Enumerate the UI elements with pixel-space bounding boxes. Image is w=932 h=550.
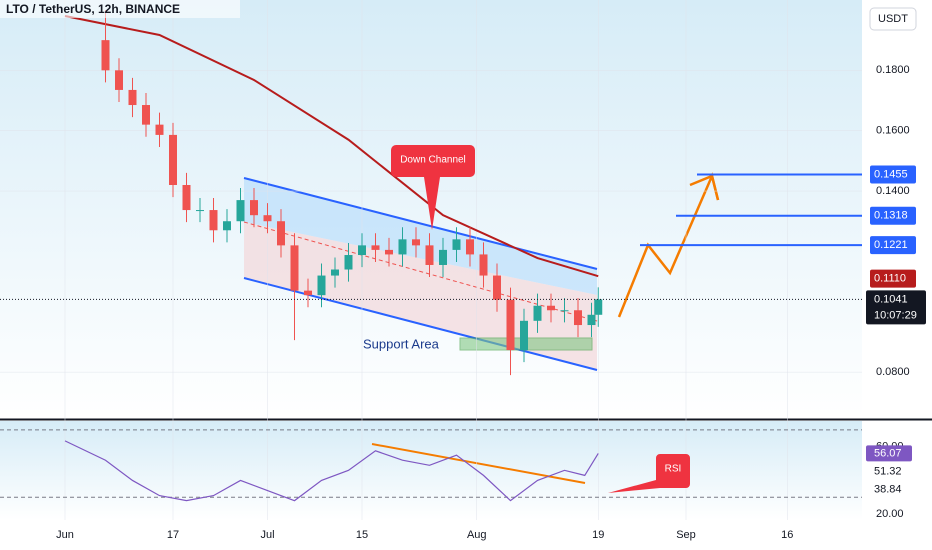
candle-body [142,105,150,125]
candle-body [196,210,204,212]
candle-body [263,215,272,222]
candle-body [236,200,245,222]
y-tick-label: 0.0800 [876,366,910,378]
y-tick-label: 0.1600 [876,125,910,137]
rsi-value-label: 38.84 [874,483,902,495]
x-tick-label: Sep [676,529,696,541]
support-label: Support Area [363,336,440,351]
candle-body [101,40,110,71]
ma-label: 0.1110 [874,272,906,284]
candle-body [209,210,218,231]
moving-average [64,15,599,278]
callout [391,145,475,230]
rsi-line [64,440,599,502]
candle-body [493,275,501,300]
x-tick-label: Jul [260,529,274,541]
candle-body [304,290,312,296]
candle-body [182,185,191,211]
rsi-value-label: 51.32 [874,465,902,477]
candle-body [547,305,555,311]
level-label: 0.1455 [874,168,908,180]
level-tag [870,165,916,184]
candle-body [439,249,447,265]
x-tick-label: 15 [356,529,368,541]
rsi-pane [0,421,862,520]
currency-button[interactable] [869,7,917,31]
candle-body [169,134,177,186]
x-tick-label: 16 [781,529,793,541]
candle-body [425,245,434,265]
rsi-tag [866,481,912,498]
candle-body [533,305,542,321]
candle-body [155,124,164,135]
candle-body [331,269,339,276]
countdown: 10:07:29 [874,309,917,321]
ma-tag [870,269,916,288]
candle-body [371,245,380,250]
x-tick-label: Aug [467,529,487,541]
x-tick-label: 19 [592,529,604,541]
candle-body [412,239,420,246]
candle-body [317,275,326,296]
callout-text: Down Channel [400,155,466,166]
candle-body [520,320,528,351]
candle-body [506,299,515,351]
candle-body [290,245,299,291]
channel-top [243,177,598,270]
title-bg [0,0,240,18]
channel-bottom [243,277,598,371]
candle-body [115,70,123,90]
level-label: 0.1221 [874,239,908,251]
rsi-tick-label: 20.00 [876,508,904,520]
level-label: 0.1318 [874,210,908,222]
channel-mid [243,221,598,322]
candle-body [479,254,488,276]
last-label: 0.1041 [874,293,908,305]
candle-body [560,310,569,312]
arrow-head [689,174,720,201]
candle-body [344,255,353,270]
level-tag [870,236,916,255]
rsi-callout [608,454,690,493]
x-tick-label: Jun [56,529,74,541]
y-tick-label: 0.1400 [876,185,910,197]
rsi-tag [866,445,912,462]
candle-body [223,221,231,231]
candle-body [466,239,474,255]
rsi-tag [866,463,912,480]
candle-body [398,239,407,255]
symbol-title: LTO / TetherUS, 12h, BINANCE [6,2,180,16]
y-tick-label: 0.1800 [876,64,910,76]
rsi-value-label: 56.07 [874,447,902,459]
candle-body [594,299,603,315]
rsi-callout-text: RSI [665,464,682,475]
candle-body [128,89,137,106]
last-tag [866,290,926,325]
candle-body [574,310,582,326]
channel-upper-fill [244,178,597,295]
candle-body [452,239,461,250]
x-tick-label: 17 [167,529,179,541]
candle-body [385,249,393,255]
currency[interactable]: USDT [878,13,908,25]
candle-body [358,245,366,256]
candle-body [587,314,596,326]
level-tag [870,206,916,225]
candle-body [277,221,285,246]
candle-body [250,200,258,216]
